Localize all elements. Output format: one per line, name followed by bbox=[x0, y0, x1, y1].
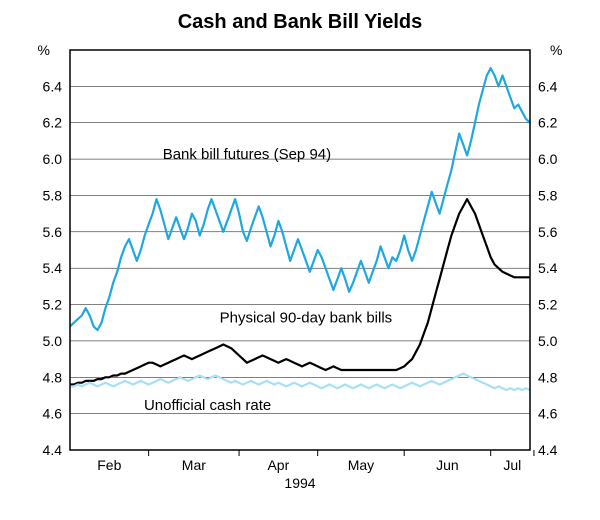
y-tick-left: 6.0 bbox=[43, 151, 63, 167]
y-tick-left: 4.4 bbox=[43, 442, 63, 458]
x-month-label: Apr bbox=[267, 457, 289, 473]
y-tick-right: 5.0 bbox=[538, 333, 558, 349]
chart-title: Cash and Bank Bill Yields bbox=[178, 11, 423, 33]
y-tick-right: 5.6 bbox=[538, 224, 558, 240]
y-tick-left: 6.2 bbox=[43, 115, 63, 131]
y-tick-left: 4.6 bbox=[43, 406, 63, 422]
y-tick-left: 6.4 bbox=[43, 78, 63, 94]
y-tick-left: 5.6 bbox=[43, 224, 63, 240]
series-label: Bank bill futures (Sep 94) bbox=[163, 146, 331, 163]
x-year-label: 1994 bbox=[284, 475, 315, 491]
y-tick-right: 4.4 bbox=[538, 442, 558, 458]
x-month-label: Jun bbox=[436, 457, 459, 473]
y-tick-right: 6.2 bbox=[538, 115, 558, 131]
y-tick-left: 5.0 bbox=[43, 333, 63, 349]
x-month-label: Feb bbox=[97, 457, 121, 473]
x-month-label: Jul bbox=[503, 457, 521, 473]
y-tick-right: 6.4 bbox=[538, 78, 558, 94]
y-tick-right: 5.4 bbox=[538, 260, 558, 276]
y-tick-right: 4.6 bbox=[538, 406, 558, 422]
series-label: Physical 90-day bank bills bbox=[220, 310, 393, 327]
y-tick-left: 5.2 bbox=[43, 297, 63, 313]
y-tick-left: 5.8 bbox=[43, 187, 63, 203]
y-tick-right: 5.8 bbox=[538, 187, 558, 203]
y-tick-right: 5.2 bbox=[538, 297, 558, 313]
y-unit-left: % bbox=[38, 42, 50, 58]
y-unit-right: % bbox=[550, 42, 562, 58]
chart-container: Cash and Bank Bill Yields 4.4 4.4 4.6 4.6 4.8… bbox=[0, 0, 600, 520]
chart-svg: Cash and Bank Bill Yields 4.4 4.4 4.6 4.6 4.8… bbox=[0, 0, 600, 520]
series-label: Unofficial cash rate bbox=[144, 397, 271, 414]
y-tick-left: 5.4 bbox=[43, 260, 63, 276]
x-month-label: May bbox=[348, 457, 374, 473]
y-tick-left: 4.8 bbox=[43, 369, 63, 385]
y-tick-right: 6.0 bbox=[538, 151, 558, 167]
y-tick-right: 4.8 bbox=[538, 369, 558, 385]
x-month-label: Mar bbox=[182, 457, 206, 473]
